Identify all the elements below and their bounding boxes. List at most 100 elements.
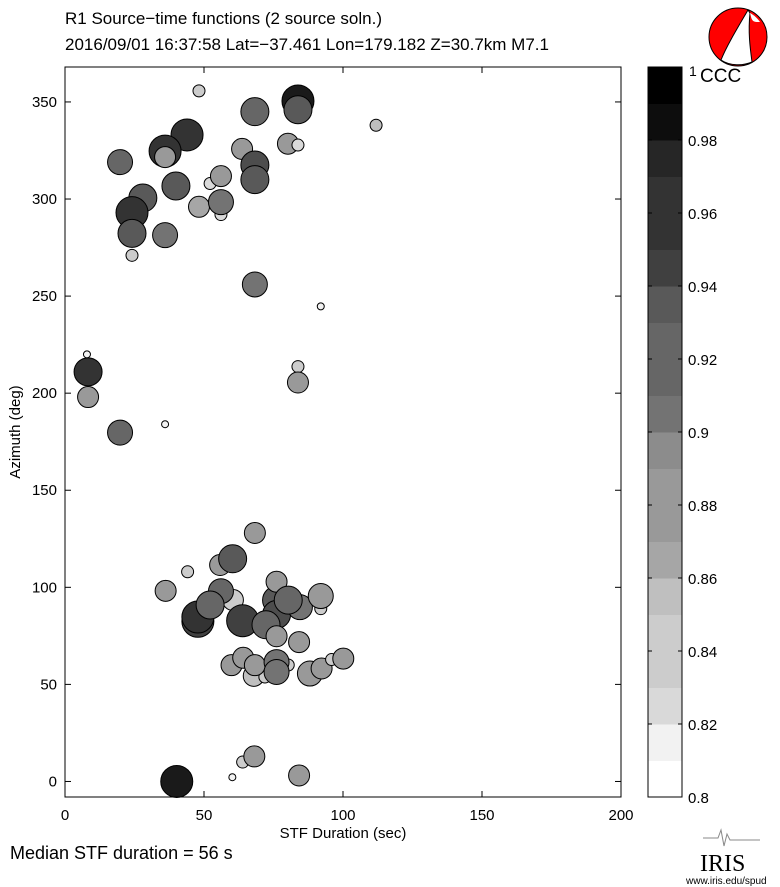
data-point: [161, 171, 191, 201]
data-point: [228, 773, 237, 782]
colorbar-band: [648, 359, 682, 396]
data-point: [273, 585, 303, 615]
colorbar-tick-label: 0.82: [688, 717, 717, 734]
colorbar-tick-label: 0.98: [688, 133, 717, 150]
colorbar-band: [648, 249, 682, 287]
x-tick-label: 0: [61, 807, 69, 824]
colorbar-tick-label: 0.92: [688, 352, 717, 369]
data-point: [288, 764, 311, 787]
colorbar-band: [648, 468, 682, 506]
data-point: [243, 745, 266, 768]
y-tick-label: 100: [32, 579, 57, 596]
colorbar-band: [648, 724, 682, 761]
chart-title-line2: 2016/09/01 16:37:58 Lat=−37.461 Lon=179.…: [65, 35, 549, 54]
y-tick-label: 250: [32, 288, 57, 305]
beachball-icon: [708, 7, 768, 67]
data-point: [240, 165, 270, 195]
data-point: [307, 583, 334, 610]
data-point: [187, 195, 210, 218]
data-point: [265, 625, 288, 648]
colorbar-band: [648, 322, 682, 360]
data-point: [152, 222, 179, 249]
x-tick-label: 50: [196, 807, 213, 824]
data-point: [160, 764, 194, 798]
colorbar-band: [648, 176, 682, 214]
data-point: [82, 350, 91, 359]
colorbar-band: [648, 651, 682, 688]
colorbar-band: [648, 541, 682, 579]
data-point: [117, 218, 147, 248]
data-point: [209, 165, 232, 188]
iris-logo-text: IRIS: [700, 851, 745, 877]
data-point: [192, 84, 206, 98]
colorbar-tick-label: 0.8: [688, 790, 709, 807]
data-point: [316, 302, 325, 311]
y-tick-label: 50: [40, 676, 57, 693]
colorbar-band: [648, 67, 682, 104]
data-point: [207, 189, 234, 216]
data-point: [154, 579, 177, 602]
colorbar-band: [648, 578, 682, 615]
y-tick-label: 350: [32, 94, 57, 111]
data-point: [181, 565, 195, 579]
colorbar-band: [648, 395, 682, 433]
colorbar-tick-label: 0.9: [688, 425, 709, 442]
colorbar-band: [648, 687, 682, 725]
colorbar-label: CCC: [700, 66, 741, 87]
x-axis-label: STF Duration (sec): [280, 825, 407, 842]
x-tick-label: 200: [608, 807, 633, 824]
data-point: [288, 631, 311, 654]
colorbar-top-label: 1: [689, 63, 697, 79]
y-axis-label: Azimuth (deg): [7, 385, 24, 478]
median-stf-text: Median STF duration = 56 s: [10, 843, 233, 863]
plot-frame: [64, 66, 622, 798]
y-tick-label: 150: [32, 482, 57, 499]
iris-url: www.iris.edu/spud: [685, 876, 767, 887]
data-point: [283, 95, 313, 125]
colorbar-band: [648, 213, 682, 250]
data-point: [240, 97, 270, 127]
colorbar-band: [648, 103, 682, 141]
data-point: [243, 654, 266, 677]
plot-area: [73, 84, 383, 798]
data-point: [369, 118, 383, 132]
data-point: [161, 420, 170, 429]
y-tick-label: 0: [49, 773, 57, 790]
x-axis: 0 50 100 150 200: [61, 67, 634, 824]
colorbar-band: [648, 286, 682, 323]
colorbar-tick-label: 0.84: [688, 644, 717, 661]
data-point: [263, 658, 290, 685]
data-point: [154, 146, 177, 169]
colorbar-tick-label: 0.86: [688, 571, 717, 588]
y-axis: 0 50 100 150 200 250 300 350: [32, 94, 621, 790]
x-tick-label: 100: [330, 807, 355, 824]
y-tick-label: 200: [32, 385, 57, 402]
data-point: [73, 357, 103, 387]
iris-logo: IRIS www.iris.edu/spud: [685, 828, 767, 887]
chart-title-line1: R1 Source−time functions (2 source soln.…: [65, 9, 382, 28]
colorbar-band: [648, 432, 682, 469]
data-point: [125, 248, 139, 262]
colorbar-tick-label: 0.88: [688, 498, 717, 515]
colorbar-tick-label: 0.96: [688, 206, 717, 223]
data-point: [291, 138, 305, 152]
data-point: [291, 360, 305, 374]
colorbar-band: [648, 760, 682, 798]
data-point: [241, 271, 268, 298]
data-point: [218, 544, 248, 574]
data-point: [243, 521, 266, 544]
data-point: [286, 371, 309, 394]
data-point: [195, 590, 225, 620]
colorbar-band: [648, 505, 682, 542]
colorbar-band: [648, 614, 682, 652]
data-point: [77, 386, 100, 409]
colorbar-band: [648, 140, 682, 177]
x-tick-label: 150: [469, 807, 494, 824]
colorbar: 0.8 0.82 0.84 0.86 0.88 0.9 0.92 0.94 0.96 0.98: [647, 66, 717, 807]
data-point: [107, 149, 134, 176]
colorbar-tick-label: 0.94: [688, 279, 717, 296]
data-point: [332, 647, 355, 670]
data-point: [107, 419, 134, 446]
y-tick-label: 300: [32, 191, 57, 208]
